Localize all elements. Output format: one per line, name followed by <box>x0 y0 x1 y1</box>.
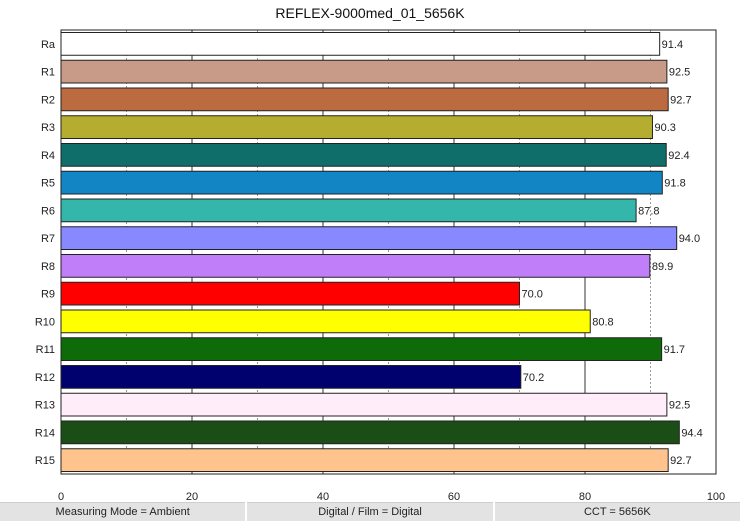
value-label: 70.0 <box>522 289 543 301</box>
x-tick-label: 0 <box>58 491 64 502</box>
category-label: R1 <box>41 67 55 79</box>
value-label: 89.9 <box>652 261 673 273</box>
value-label: 91.4 <box>662 39 683 51</box>
bar <box>60 254 651 278</box>
bar-chart: 0 20 40 60 80 100 Ra 91.4 R1 92.5 R2 92.7 R3 90.3 R4 92… <box>35 29 725 502</box>
x-tick-label: 80 <box>579 491 591 502</box>
chart-title: REFLEX-9000med_01_5656K <box>275 5 465 21</box>
value-label: 70.2 <box>523 372 544 384</box>
bars-layer <box>60 32 680 472</box>
labels-layer: 0 20 40 60 80 100 Ra 91.4 R1 92.5 R2 92.7 R3 90.3 R4 92… <box>35 39 725 502</box>
bar <box>60 281 520 306</box>
measuring-mode-label: Measuring Mode = Ambient <box>0 502 246 521</box>
bar <box>60 448 669 472</box>
bar <box>60 420 680 445</box>
category-label: R10 <box>35 316 55 328</box>
bar <box>60 198 637 223</box>
category-label: R2 <box>41 94 55 106</box>
category-label: R9 <box>41 289 55 301</box>
value-label: 94.0 <box>679 233 700 245</box>
bar <box>60 143 667 167</box>
value-label: 80.8 <box>592 316 613 328</box>
bar <box>60 59 668 84</box>
value-label: 92.5 <box>669 400 690 412</box>
bar <box>60 392 668 417</box>
x-tick-label: 60 <box>448 491 460 502</box>
value-label: 87.8 <box>638 205 659 217</box>
bar <box>60 365 522 389</box>
category-label: R6 <box>41 205 55 217</box>
value-label: 92.7 <box>670 94 691 106</box>
category-label: R3 <box>41 122 55 134</box>
category-label: R14 <box>35 427 55 439</box>
value-label: 91.7 <box>664 344 685 356</box>
value-label: 92.4 <box>668 150 689 162</box>
status-footer: Measuring Mode = Ambient Digital / Film … <box>0 502 740 521</box>
value-label: 90.3 <box>654 122 675 134</box>
film-mode-label: Digital / Film = Digital <box>247 502 493 521</box>
bar <box>60 87 669 112</box>
value-label: 94.4 <box>681 427 702 439</box>
bar <box>60 115 653 139</box>
bar <box>60 170 663 195</box>
category-label: R7 <box>41 233 55 245</box>
value-label: 92.7 <box>670 455 691 467</box>
x-tick-label: 100 <box>707 491 725 502</box>
bar <box>60 309 591 334</box>
x-tick-label: 20 <box>186 491 198 502</box>
category-label: R4 <box>41 150 55 162</box>
category-label: R8 <box>41 261 55 273</box>
plot-frame <box>60 29 717 475</box>
cct-label: CCT = 5656K <box>494 502 740 521</box>
bar <box>60 337 663 361</box>
x-tick-label: 40 <box>317 491 329 502</box>
bar <box>60 32 661 56</box>
category-label: R11 <box>36 344 55 356</box>
category-label: R13 <box>35 400 55 412</box>
category-label: R15 <box>35 455 55 467</box>
value-label: 92.5 <box>669 67 690 79</box>
category-label: R12 <box>35 372 55 384</box>
bar <box>60 226 678 250</box>
category-label: R5 <box>41 178 55 190</box>
value-label: 91.8 <box>664 178 685 190</box>
category-label: Ra <box>41 39 56 51</box>
